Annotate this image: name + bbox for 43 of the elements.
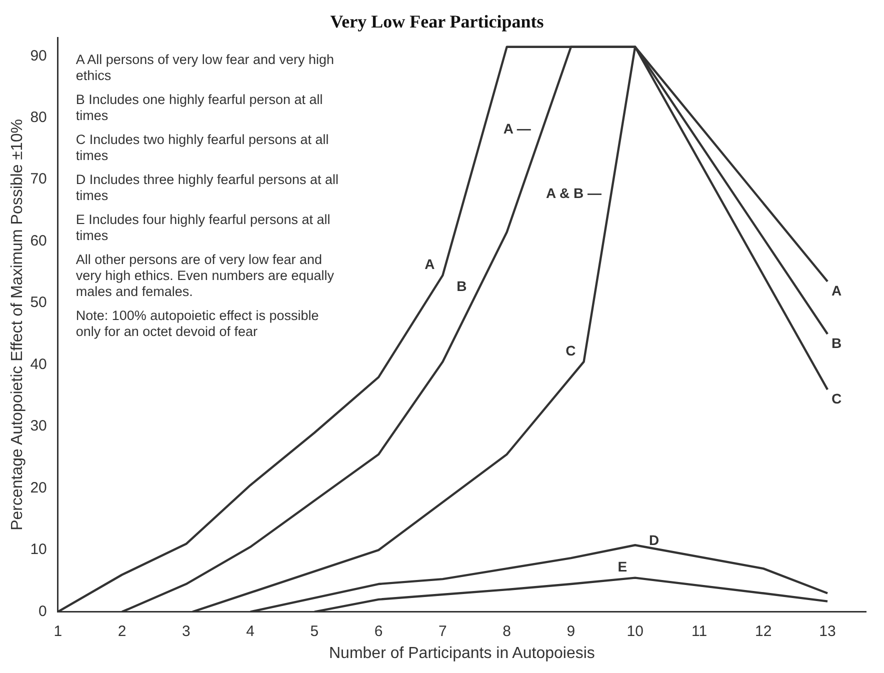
x-tick-label: 1 bbox=[54, 622, 62, 640]
annotation: E bbox=[618, 558, 628, 575]
y-tick-label: 50 bbox=[30, 294, 47, 312]
x-tick-label: 2 bbox=[118, 622, 126, 640]
annotation: C bbox=[566, 342, 576, 359]
x-tick-label: 7 bbox=[438, 622, 447, 640]
y-tick-label: 90 bbox=[30, 47, 47, 64]
annotation: D Includes three highly fearful persons at all times bbox=[76, 172, 340, 204]
y-tick-label: 30 bbox=[30, 418, 47, 435]
annotation: D bbox=[649, 532, 660, 548]
x-axis-title: Number of Participants in Autopoiesis bbox=[328, 644, 595, 662]
y-tick-label: 80 bbox=[30, 109, 47, 126]
annotation: A — bbox=[503, 120, 531, 136]
y-tick-label: 40 bbox=[30, 356, 47, 373]
annotation: A & B — bbox=[546, 185, 602, 202]
annotation: E Includes four highly fearful persons at all times bbox=[76, 212, 332, 244]
y-axis-title: Percentage Autopoietic Effect of Maximum Possible ±10% bbox=[9, 119, 26, 530]
annotation: C bbox=[832, 390, 842, 406]
x-tick-label: 13 bbox=[819, 622, 836, 640]
annotation: A bbox=[832, 282, 842, 298]
x-tick-label: 9 bbox=[566, 622, 576, 640]
x-tick-label: 6 bbox=[374, 622, 383, 640]
x-tick-label: 5 bbox=[310, 622, 319, 640]
annotation: All other persons are of very low fear and very high ethics. Even numbers are equally males and females. bbox=[76, 252, 336, 300]
annotation: C Includes two highly fearful persons at all times bbox=[76, 132, 330, 164]
annotation: B bbox=[456, 278, 467, 294]
annotation: B bbox=[832, 334, 842, 351]
annotation: Note: 100% autopoietic effect is possible only for an octet devoid of fear bbox=[76, 308, 320, 340]
annotation: A bbox=[424, 256, 435, 272]
x-tick-label: 8 bbox=[502, 622, 512, 640]
x-tick-label: 4 bbox=[246, 622, 254, 640]
y-tick-label: 70 bbox=[30, 170, 47, 188]
x-tick-label: 12 bbox=[755, 622, 772, 640]
annotation: A All persons of very low fear and very high ethics bbox=[76, 52, 336, 84]
annotation: B Includes one highly fearful person at all times bbox=[76, 92, 324, 124]
y-tick-label: 60 bbox=[30, 232, 47, 250]
x-tick-label: 3 bbox=[182, 622, 190, 640]
chart-title: Very Low Fear Participants bbox=[330, 11, 544, 32]
y-tick-label: 10 bbox=[30, 541, 47, 558]
y-tick-label: 20 bbox=[30, 479, 47, 496]
x-tick-label: 10 bbox=[626, 622, 644, 640]
x-tick-label: 11 bbox=[691, 622, 708, 640]
y-tick-label: 0 bbox=[38, 602, 47, 620]
